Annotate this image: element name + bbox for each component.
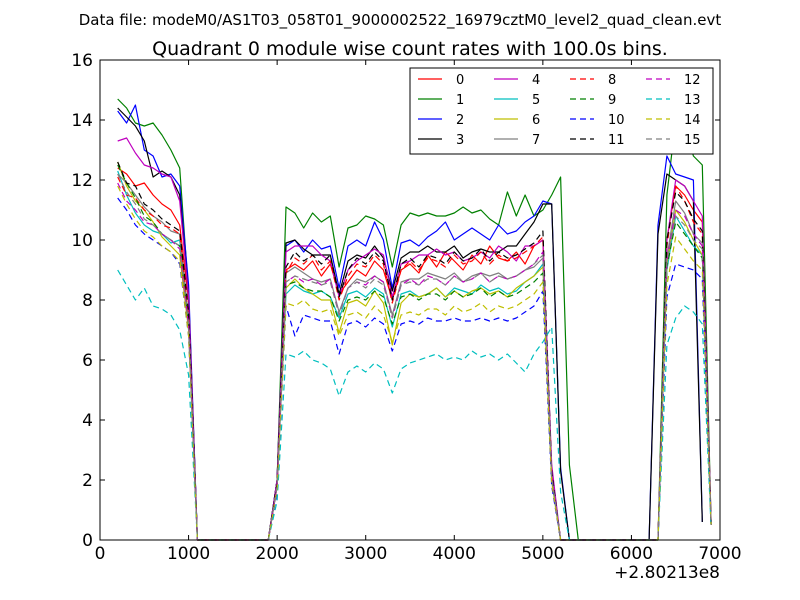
legend-label-10: 10 [608, 113, 625, 128]
legend-label-15: 15 [684, 133, 701, 148]
ticks-layer: 0 1000 2000 3000 4000 5000 6000 700002468101214… [71, 51, 741, 564]
x-tick-label: 1000 [167, 544, 210, 564]
legend-label-14: 14 [684, 113, 701, 128]
legend-label-2: 2 [456, 113, 464, 128]
x-tick-label: 5000 [521, 544, 564, 564]
legend-box [409, 67, 714, 155]
legend-label-0: 0 [456, 73, 464, 88]
x-tick-label: 6000 [610, 544, 653, 564]
legend-label-13: 13 [684, 93, 701, 108]
y-tick-label: 0 [82, 531, 93, 551]
legend-label-7: 7 [532, 133, 540, 148]
chart-title: Quadrant 0 module wise count rates with … [152, 38, 668, 60]
y-tick-label: 12 [71, 171, 93, 191]
x-tick-label: 7000 [698, 544, 741, 564]
legend-label-8: 8 [608, 73, 616, 88]
legend-label-9: 9 [608, 93, 616, 108]
x-tick-label: 0 [95, 544, 106, 564]
y-tick-label: 2 [82, 471, 93, 491]
plot-frame [99, 59, 721, 541]
legend-label-3: 3 [456, 133, 464, 148]
y-tick-label: 8 [82, 291, 93, 311]
x-offset-label: +2.80213e8 [614, 563, 720, 583]
y-tick-label: 16 [71, 51, 93, 71]
y-tick-label: 4 [82, 411, 93, 431]
x-tick-label: 3000 [344, 544, 387, 564]
y-tick-label: 6 [82, 351, 93, 371]
y-tick-label: 10 [71, 231, 93, 251]
legend-label-12: 12 [684, 73, 701, 88]
y-tick-label: 14 [71, 111, 93, 131]
legend-label-11: 11 [608, 133, 625, 148]
legend-label-4: 4 [532, 73, 540, 88]
legend-label-1: 1 [456, 93, 464, 108]
x-tick-label: 4000 [433, 544, 476, 564]
x-tick-label: 2000 [256, 544, 299, 564]
legend-label-6: 6 [532, 113, 540, 128]
chart-suptitle: Data file: modeM0/AS1T03_058T01_90000025… [79, 11, 722, 30]
legend-label-5: 5 [532, 93, 540, 108]
